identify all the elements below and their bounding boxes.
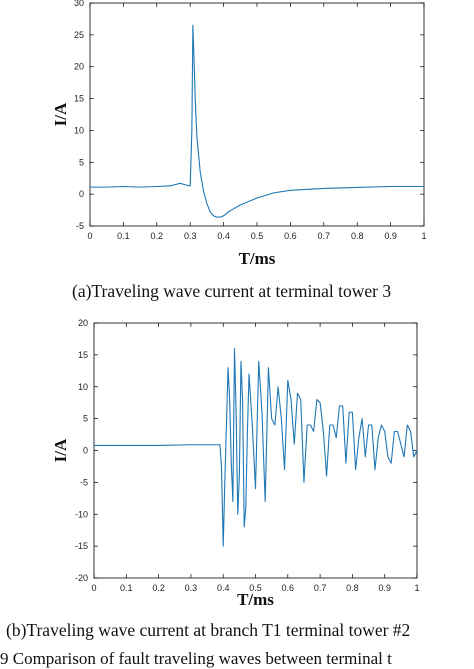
chart-1-xtick-label: 0.1: [120, 583, 133, 593]
chart-0-ytick-label: -5: [76, 221, 84, 231]
chart-1-ytick-label: 5: [83, 414, 88, 424]
chart-1-xtick-label: 0: [91, 583, 96, 593]
chart-1-xtick-label: 1: [414, 583, 419, 593]
chart-1-ylabel: I/A: [51, 438, 70, 462]
figure-caption: 9 Comparison of fault traveling waves be…: [0, 649, 392, 668]
chart-0-plot-frame: [89, 2, 425, 227]
chart-1-xtick-label: 0.5: [249, 583, 262, 593]
chart-1-xtick-label: 0.3: [185, 583, 198, 593]
chart-0-ytick-label: 20: [74, 62, 84, 72]
chart-1-series-line: [94, 347, 418, 547]
caption-b: (b)Traveling wave current at branch T1 t…: [6, 620, 411, 640]
chart-0-xlabel: T/ms: [239, 249, 276, 268]
chart-1-ytick-label: -20: [75, 573, 88, 583]
chart-0-ytick-label: 10: [74, 125, 84, 135]
chart-1-xtick-label: 0.6: [282, 583, 295, 593]
chart-1-xlabel: T/ms: [237, 590, 274, 609]
chart-1-ytick-label: 15: [78, 350, 88, 360]
chart-0-ylabel: I/A: [51, 102, 70, 126]
chart-0-xtick-label: 0.9: [384, 231, 397, 241]
chart-0-xtick-label: 0.1: [117, 231, 130, 241]
chart-0-xtick-label: 1: [421, 231, 426, 241]
chart-0-xtick-label: 0.4: [217, 231, 230, 241]
chart-1-xtick-label: 0.8: [346, 583, 359, 593]
chart-1-xtick-label: 0.4: [217, 583, 230, 593]
chart-0-ytick-label: 0: [79, 189, 84, 199]
chart-1-xtick-label: 0.7: [314, 583, 327, 593]
chart-0-xtick-label: 0.5: [251, 231, 264, 241]
chart-a: 0 0.1 0.2 0.3 0.4 0.5 0.6 0.7 0.8 0.9 1-5051015202…: [51, 0, 427, 268]
caption-a: (a)Traveling wave current at terminal to…: [72, 281, 392, 301]
chart-1-plot-frame: [93, 322, 418, 579]
chart-0-xtick-label: 0.6: [284, 231, 297, 241]
chart-0-ytick-label: 5: [79, 157, 84, 167]
chart-0-xtick-label: 0.8: [351, 231, 364, 241]
chart-1-ytick-label: -5: [80, 477, 88, 487]
chart-1-ytick-label: -10: [75, 509, 88, 519]
chart-1-xtick-label: 0.2: [152, 583, 165, 593]
chart-0-xtick-label: 0.2: [151, 231, 164, 241]
chart-1-xtick-label: 0.9: [378, 583, 391, 593]
chart-0-ytick-label: 15: [74, 94, 84, 104]
chart-0-series-line: [90, 24, 424, 218]
chart-0-xtick-label: 0.3: [184, 231, 197, 241]
chart-1-ytick-label: 10: [78, 382, 88, 392]
chart-b: 0 0.1 0.2 0.3 0.4 0.5 0.6 0.7 0.8 0.9 1 -20 -15 -10 -5…: [51, 318, 420, 609]
chart-0-ytick-label: 25: [74, 30, 84, 40]
chart-1-ytick-label: 20: [78, 318, 88, 328]
chart-0-xtick-label: 0.7: [318, 231, 331, 241]
chart-1-ytick-label: 0: [83, 446, 88, 456]
chart-1-ytick-label: -15: [75, 541, 88, 551]
chart-0-ytick-label: 30: [74, 0, 84, 8]
chart-0-xtick-label: 0: [87, 231, 92, 241]
